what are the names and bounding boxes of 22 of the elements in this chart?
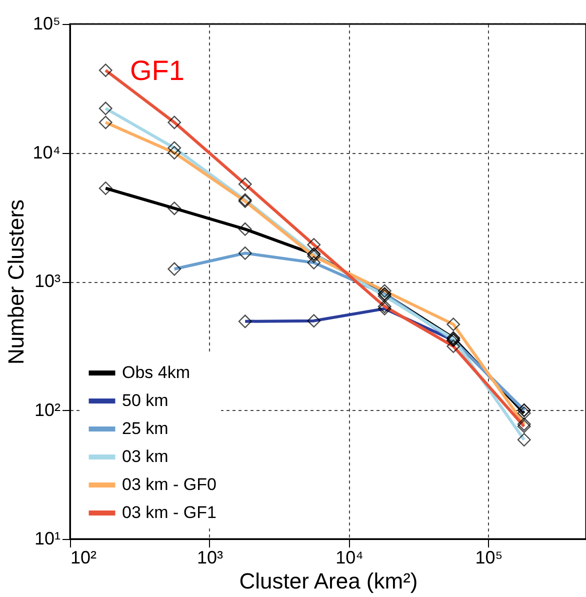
x-axis-title: Cluster Area (km²) (239, 568, 418, 594)
x-tick-label: 10⁵ (475, 548, 503, 568)
annotation: GF1 (130, 55, 184, 86)
x-tick-label: 10² (70, 548, 97, 568)
legend-label: 25 km (122, 419, 168, 438)
point (238, 222, 252, 236)
legend-label: Obs 4km (122, 363, 190, 382)
point (517, 406, 531, 420)
legend-label: 03 km - GF1 (122, 503, 216, 522)
legend-label: 03 km - GF0 (122, 475, 216, 494)
x-tick-label: 10³ (196, 548, 224, 568)
point (98, 182, 112, 195)
y-tick-label: 10¹ (34, 528, 61, 548)
point (168, 202, 182, 216)
x-tick-label: 10⁴ (336, 548, 364, 568)
y-tick-label: 10² (34, 400, 61, 420)
legend-label: 50 km (122, 391, 168, 410)
legend-label: 03 km (122, 447, 168, 466)
y-tick-label: 10⁴ (32, 142, 60, 162)
y-tick-label: 10⁵ (33, 14, 60, 34)
y-axis-title: Number Clusters (4, 199, 29, 365)
y-tick-label: 10³ (34, 271, 61, 291)
